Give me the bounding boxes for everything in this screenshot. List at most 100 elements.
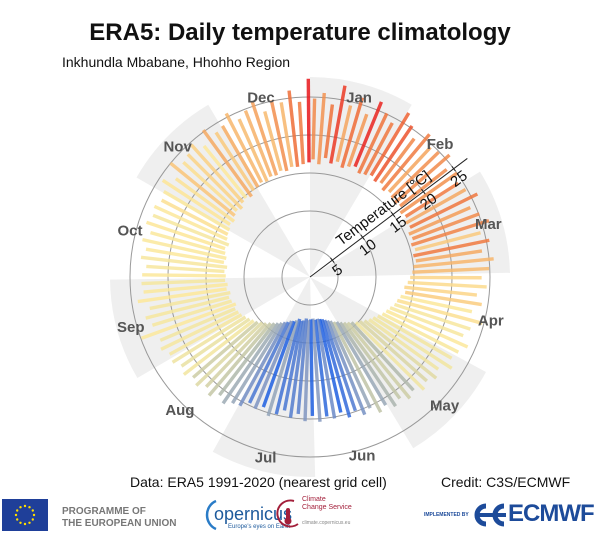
day-bar (161, 178, 231, 226)
day-bar (313, 319, 329, 417)
c3s-line-1: Climate (302, 496, 326, 503)
copernicus-logo: opernicus Europe's eyes on Earth (200, 498, 300, 532)
shade-sector-sep (110, 277, 311, 378)
day-bar (137, 287, 227, 304)
day-bar (266, 320, 299, 417)
day-bar (140, 302, 237, 340)
day-bar (399, 171, 458, 215)
day-bar (311, 318, 322, 422)
day-bar (414, 231, 481, 252)
month-label-oct: Oct (117, 222, 142, 239)
day-bar (354, 321, 426, 391)
eu-line-2: THE EUROPEAN UNION (62, 518, 177, 529)
c3s-url: climate.copernicus.eu (302, 520, 351, 526)
day-bar (413, 238, 490, 258)
day-bar (207, 322, 272, 397)
day-bar (332, 321, 383, 414)
day-bar (174, 177, 236, 223)
day-bar (411, 212, 480, 241)
day-bar (159, 307, 236, 342)
day-bar (169, 161, 236, 217)
eu-star (19, 521, 22, 524)
day-bar (393, 302, 471, 331)
month-label-apr: Apr (478, 313, 504, 330)
axis-tick-mark (390, 211, 396, 218)
day-bar (142, 273, 226, 278)
day-bar (387, 146, 432, 194)
day-bar (376, 314, 453, 360)
day-bar (287, 90, 300, 168)
day-bar (168, 313, 243, 356)
day-bar (372, 316, 453, 370)
day-bar (149, 290, 231, 311)
axis-tick-label: 20 (417, 190, 441, 214)
day-bar (237, 118, 269, 183)
day-bar (346, 321, 412, 400)
axis-tick-mark (360, 234, 365, 241)
day-bar (142, 237, 227, 260)
shade-sector-jan (310, 77, 412, 277)
day-bar (415, 249, 483, 263)
day-bar (253, 320, 294, 410)
day-bar (195, 321, 264, 387)
eu-star (31, 518, 34, 521)
day-bar (363, 319, 438, 380)
day-bar (150, 231, 226, 256)
day-bar (220, 124, 260, 188)
day-bar (201, 129, 253, 198)
credit-note: Credit: C3S/ECMWF (441, 474, 570, 490)
day-bar (358, 320, 428, 383)
day-bar (320, 318, 352, 418)
day-bar (368, 318, 440, 371)
day-bar (363, 122, 394, 176)
month-label-dec: Dec (247, 90, 275, 107)
day-bar (297, 101, 305, 165)
day-bar (214, 131, 256, 192)
day-bar (288, 320, 306, 418)
implemented-by-label: IMPLEMENTED BY (424, 512, 469, 518)
axis-tick-mark (451, 166, 456, 172)
day-bar (353, 101, 384, 168)
day-bar (141, 278, 226, 286)
eu-programme-text: PROGRAMME OF THE EUROPEAN UNION (62, 506, 192, 530)
day-bar (274, 318, 302, 415)
day-bar (224, 112, 264, 184)
copernicus-arc-icon (205, 499, 217, 531)
day-bar (145, 247, 225, 265)
chart-subtitle: Inkhundla Mbabane, Hhohho Region (62, 54, 290, 70)
eu-star (31, 509, 34, 512)
day-bar (381, 312, 460, 354)
axis-tick-label: 25 (447, 167, 471, 191)
day-bar (346, 113, 369, 168)
day-bar (335, 321, 388, 407)
day-bar (248, 321, 290, 404)
axis-tick-mark (330, 257, 335, 263)
day-bar (404, 290, 482, 307)
day-bar (160, 198, 229, 236)
eu-star (28, 506, 31, 509)
axis-tick-mark (421, 188, 426, 195)
copernicus-wordmark: opernicus (214, 504, 293, 524)
day-bar (389, 306, 464, 338)
day-bar (231, 321, 284, 405)
day-bar (317, 92, 326, 165)
day-bar (404, 285, 478, 297)
eu-star (19, 506, 22, 509)
axis-tick-label: 10 (356, 236, 380, 260)
eu-star (16, 518, 19, 521)
day-bar (221, 322, 280, 405)
eu-flag-icon (2, 499, 48, 531)
daily-bars (137, 78, 494, 422)
month-label-jun: Jun (349, 448, 376, 465)
day-bar (381, 133, 431, 192)
day-bar (279, 102, 294, 168)
ecmwf-wordmark: ECMWF (508, 500, 595, 527)
eu-star (23, 504, 27, 508)
day-bar (338, 321, 398, 408)
day-bar (306, 78, 311, 163)
day-bar (250, 100, 279, 176)
day-bar (180, 317, 251, 368)
ring-5 (281, 248, 339, 306)
month-label-may: May (430, 397, 460, 414)
c3s-name: Climate Change Service (302, 496, 362, 512)
